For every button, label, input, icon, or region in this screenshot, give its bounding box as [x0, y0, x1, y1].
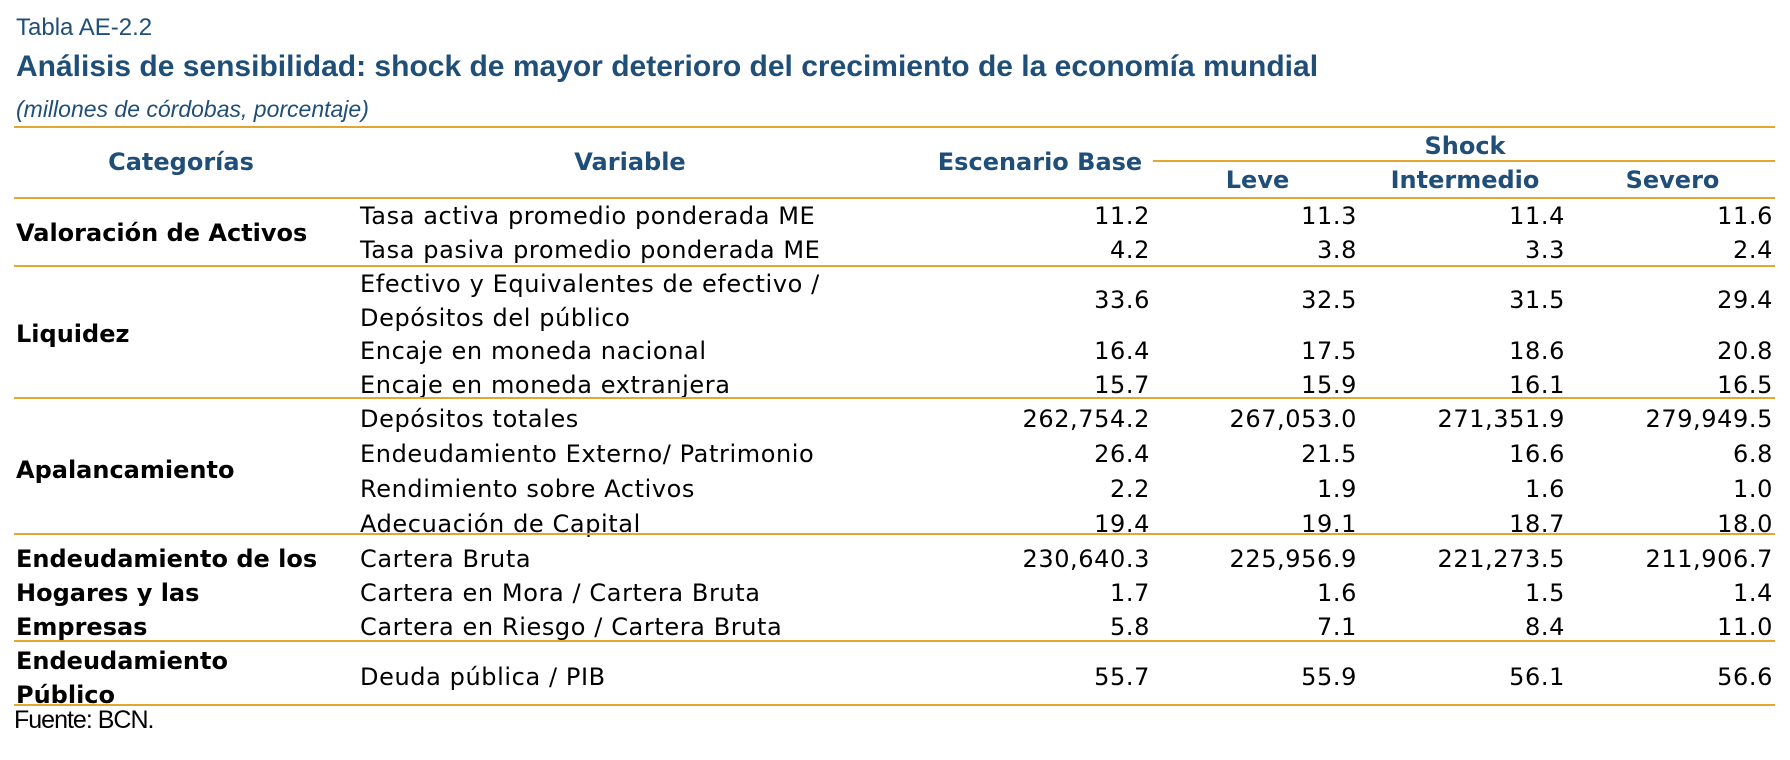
- value-cell: 21.5: [1301, 440, 1357, 468]
- category-label: Valoración de Activos: [16, 219, 308, 247]
- group-divider: [14, 640, 1775, 642]
- value-cell: 3.3: [1525, 236, 1565, 264]
- header-escenario-base: Escenario Base: [937, 148, 1143, 176]
- value-cell: 2.4: [1733, 236, 1773, 264]
- group-divider: [14, 397, 1775, 399]
- value-cell: 4.2: [1110, 236, 1150, 264]
- value-cell: 262,754.2: [1022, 405, 1150, 433]
- table-bottom-rule: [14, 704, 1775, 706]
- value-cell: 221,273.5: [1437, 545, 1565, 573]
- table-subtitle: (millones de córdobas, porcentaje): [16, 96, 369, 122]
- group-divider: [14, 533, 1775, 535]
- variable-cell: Cartera en Riesgo / Cartera Bruta: [360, 613, 783, 641]
- value-cell: 5.8: [1110, 613, 1150, 641]
- value-cell: 15.9: [1301, 371, 1357, 399]
- value-cell: 16.6: [1509, 440, 1565, 468]
- variable-cell: Encaje en moneda nacional: [360, 337, 707, 365]
- variable-cell: Efectivo y Equivalentes de efectivo /: [360, 270, 820, 298]
- value-cell: 2.2: [1110, 475, 1150, 503]
- group-divider: [14, 265, 1775, 267]
- variable-cell: Rendimiento sobre Activos: [360, 475, 696, 503]
- value-cell: 56.6: [1717, 663, 1773, 691]
- value-cell: 11.2: [1094, 202, 1150, 230]
- value-cell: 279,949.5: [1645, 405, 1773, 433]
- category-label: Endeudamiento: [16, 647, 228, 675]
- table-number: Tabla AE-2.2: [16, 14, 153, 41]
- variable-cell: Adecuación de Capital: [360, 510, 641, 538]
- value-cell: 16.5: [1717, 371, 1773, 399]
- variable-cell: Tasa pasiva promedio ponderada ME: [360, 236, 821, 264]
- header-shock: Shock: [1424, 132, 1506, 160]
- value-cell: 18.6: [1509, 337, 1565, 365]
- value-cell: 1.6: [1525, 475, 1565, 503]
- header-intermedio: Intermedio: [1390, 166, 1540, 194]
- value-cell: 26.4: [1094, 440, 1150, 468]
- variable-cell: Endeudamiento Externo/ Patrimonio: [360, 440, 815, 468]
- table-title: Análisis de sensibilidad: shock de mayor…: [16, 50, 1319, 83]
- header-variable: Variable: [574, 148, 686, 176]
- value-cell: 17.5: [1301, 337, 1357, 365]
- variable-cell: Depósitos totales: [360, 405, 579, 433]
- variable-cell: Encaje en moneda extranjera: [360, 371, 731, 399]
- value-cell: 20.8: [1717, 337, 1773, 365]
- value-cell: 11.6: [1717, 202, 1773, 230]
- category-label: Apalancamiento: [16, 456, 235, 484]
- value-cell: 267,053.0: [1229, 405, 1357, 433]
- header-bottom-rule: [14, 197, 1775, 199]
- value-cell: 8.4: [1525, 613, 1565, 641]
- variable-cell: Deuda pública / PIB: [360, 663, 606, 691]
- value-cell: 55.9: [1301, 663, 1357, 691]
- value-cell: 55.7: [1094, 663, 1150, 691]
- value-cell: 56.1: [1509, 663, 1565, 691]
- value-cell: 16.4: [1094, 337, 1150, 365]
- source-note: Fuente: BCN.: [14, 706, 154, 734]
- value-cell: 3.8: [1317, 236, 1357, 264]
- value-cell: 15.7: [1094, 371, 1150, 399]
- value-cell: 1.0: [1733, 475, 1773, 503]
- value-cell: 1.6: [1317, 579, 1357, 607]
- value-cell: 1.9: [1317, 475, 1357, 503]
- value-cell: 211,906.7: [1645, 545, 1773, 573]
- value-cell: 1.7: [1110, 579, 1150, 607]
- value-cell: 18.0: [1717, 510, 1773, 538]
- value-cell: 33.6: [1094, 286, 1150, 314]
- value-cell: 32.5: [1301, 286, 1357, 314]
- value-cell: 11.3: [1301, 202, 1357, 230]
- category-label: Liquidez: [16, 320, 130, 348]
- value-cell: 11.4: [1509, 202, 1565, 230]
- category-label: Empresas: [16, 613, 148, 641]
- value-cell: 29.4: [1717, 286, 1773, 314]
- value-cell: 271,351.9: [1437, 405, 1565, 433]
- shock-rule: [1153, 160, 1775, 162]
- top-rule: [14, 126, 1775, 128]
- header-categorias: Categorías: [108, 148, 254, 176]
- value-cell: 11.0: [1717, 613, 1773, 641]
- variable-cell: Tasa activa promedio ponderada ME: [360, 202, 816, 230]
- value-cell: 31.5: [1509, 286, 1565, 314]
- value-cell: 225,956.9: [1229, 545, 1357, 573]
- value-cell: 230,640.3: [1022, 545, 1150, 573]
- value-cell: 7.1: [1317, 613, 1357, 641]
- value-cell: 16.1: [1509, 371, 1565, 399]
- variable-cell: Depósitos del público: [360, 304, 631, 332]
- value-cell: 6.8: [1733, 440, 1773, 468]
- value-cell: 1.5: [1525, 579, 1565, 607]
- header-leve: Leve: [1225, 166, 1290, 194]
- variable-cell: Cartera Bruta: [360, 545, 532, 573]
- category-label: Endeudamiento de los: [16, 545, 318, 573]
- category-label: Hogares y las: [16, 579, 200, 607]
- value-cell: 1.4: [1733, 579, 1773, 607]
- header-severo: Severo: [1625, 166, 1720, 194]
- variable-cell: Cartera en Mora / Cartera Bruta: [360, 579, 761, 607]
